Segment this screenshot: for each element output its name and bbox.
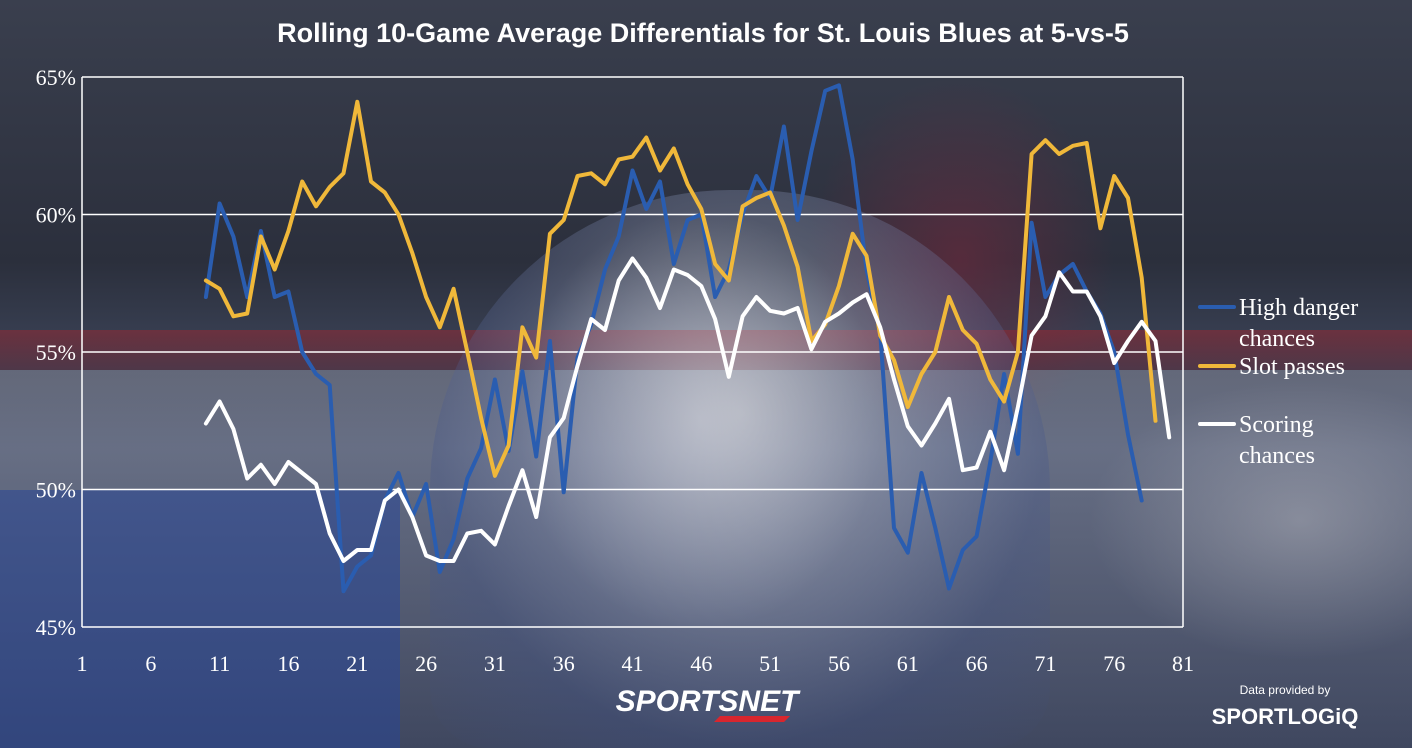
series-line-2	[203, 256, 1172, 563]
chart-title: Rolling 10-Game Average Differentials fo…	[277, 18, 1129, 48]
y-tick-label: 50%	[36, 478, 76, 503]
sportlogiq-logo: SPORTLOGiQ	[1212, 704, 1359, 729]
x-tick-label: 1	[77, 651, 88, 676]
series-lines	[203, 83, 1172, 594]
x-tick-label: 21	[346, 651, 368, 676]
y-tick-label: 55%	[36, 340, 76, 365]
sportsnet-logo-swoosh	[714, 716, 790, 722]
x-axis: 1 6 11 16 21 26 31 36 41 46 51 56 61 66 71 76 81	[77, 651, 1195, 676]
series-line-0	[203, 83, 1144, 594]
series-line-1	[203, 99, 1158, 478]
y-axis: 45% 50% 55% 60% 65%	[36, 65, 76, 640]
data-credit-label: Data provided by	[1240, 683, 1331, 697]
x-tick-label: 76	[1103, 651, 1125, 676]
x-tick-label: 26	[415, 651, 437, 676]
y-tick-label: 65%	[36, 65, 76, 90]
y-tick-label: 45%	[36, 615, 76, 640]
x-tick-label: 31	[484, 651, 506, 676]
x-tick-label: 6	[145, 651, 156, 676]
x-tick-label: 56	[828, 651, 850, 676]
x-tick-label: 36	[553, 651, 575, 676]
x-tick-label: 51	[759, 651, 781, 676]
x-tick-label: 46	[690, 651, 712, 676]
sportsnet-logo: SPORTSNET	[616, 685, 801, 722]
legend-label-0: High danger	[1239, 295, 1358, 321]
sportsnet-logo-text: SPORTSNET	[616, 685, 801, 718]
background-ad-board	[0, 490, 400, 748]
x-tick-label: 41	[622, 651, 644, 676]
legend-label-1: Slot passes	[1239, 354, 1345, 380]
x-tick-label: 61	[897, 651, 919, 676]
background-player	[430, 190, 1050, 748]
x-tick-label: 71	[1034, 651, 1056, 676]
y-tick-label: 60%	[36, 203, 76, 228]
legend-label-2: chances	[1239, 443, 1315, 469]
legend-label-2: Scoring	[1239, 412, 1314, 438]
x-tick-label: 16	[277, 651, 299, 676]
x-tick-label: 11	[209, 651, 230, 676]
grid	[81, 76, 1184, 628]
x-tick-label: 66	[966, 651, 988, 676]
x-tick-label: 81	[1172, 651, 1194, 676]
background-rink-band	[0, 330, 1412, 370]
legend-label-0: chances	[1239, 326, 1315, 352]
